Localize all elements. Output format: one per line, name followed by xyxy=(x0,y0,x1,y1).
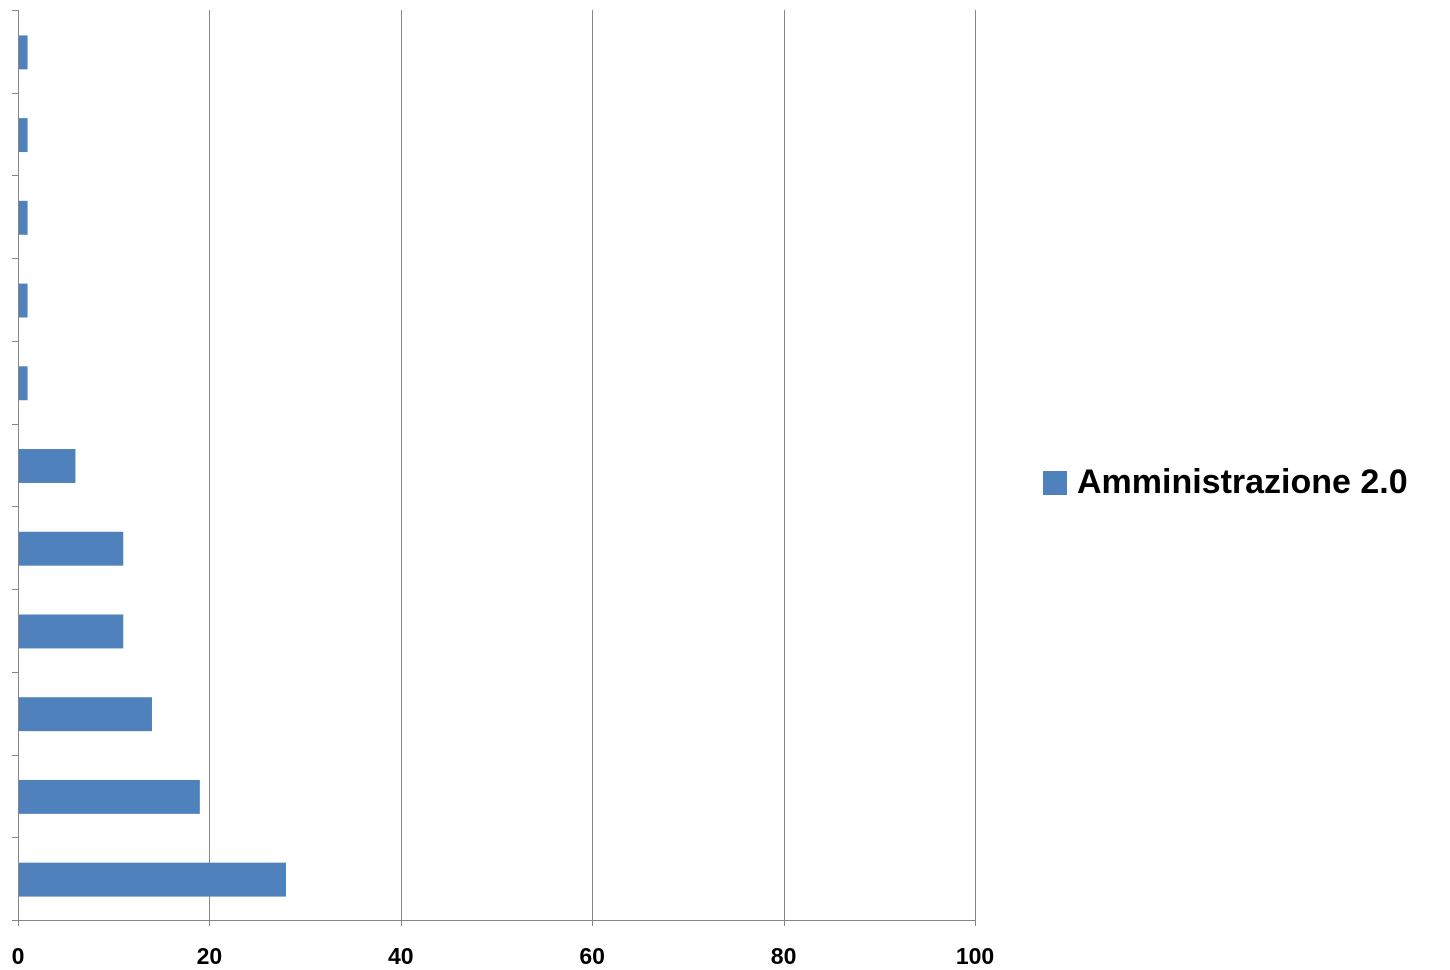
bar-4 xyxy=(19,614,124,649)
bar-10 xyxy=(19,118,28,153)
legend-swatch xyxy=(1043,470,1067,495)
x-tick-label-20: 20 xyxy=(197,943,223,969)
legend: Amministrazione 2.0 xyxy=(1043,463,1408,502)
x-tick-labels: 0 20 40 60 80 100 xyxy=(12,943,995,969)
bar-1 xyxy=(19,862,286,897)
bar-3 xyxy=(19,697,152,732)
x-tick-label-40: 40 xyxy=(388,943,414,969)
gridlines xyxy=(209,10,976,920)
bar-11 xyxy=(19,35,28,70)
bar-9 xyxy=(19,200,28,235)
bar-8 xyxy=(19,283,28,318)
bar-5 xyxy=(19,531,124,566)
x-tick-label-100: 100 xyxy=(956,943,994,969)
axes xyxy=(12,10,976,926)
x-tick-label-80: 80 xyxy=(771,943,797,969)
bars xyxy=(19,35,286,897)
bar-7 xyxy=(19,366,28,401)
bar-6 xyxy=(19,449,76,483)
x-tick-label-60: 60 xyxy=(579,943,605,969)
x-tick-label-0: 0 xyxy=(12,943,25,969)
legend-label: Amministrazione 2.0 xyxy=(1077,463,1408,501)
bar-2 xyxy=(19,779,200,814)
